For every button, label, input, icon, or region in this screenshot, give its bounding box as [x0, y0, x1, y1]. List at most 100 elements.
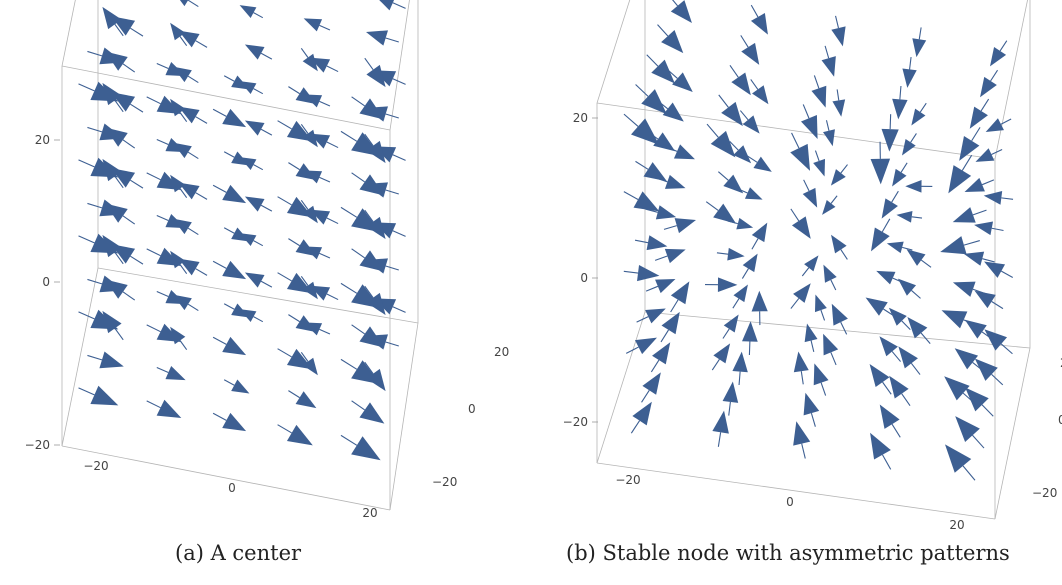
x-tick-label: 20	[362, 506, 377, 520]
vector-arrow	[954, 348, 985, 373]
vector-arrow	[705, 201, 737, 224]
vector-arrow	[905, 180, 933, 193]
vector-arrow	[804, 323, 818, 352]
vector-arrow	[623, 113, 660, 145]
box-edge	[644, 311, 1031, 349]
vector-arrow	[223, 303, 250, 318]
vector-arrow	[146, 323, 182, 342]
vector-arrow	[178, 30, 208, 48]
vector-arrow	[952, 207, 987, 223]
vector-arrow	[711, 343, 731, 371]
vector-arrow	[288, 162, 317, 181]
y-tick-label: 0	[468, 402, 476, 416]
vector-arrow	[654, 248, 686, 264]
vector-arrow	[156, 213, 186, 229]
box-edge	[994, 0, 1028, 160]
vector-arrow	[87, 47, 124, 65]
vector-arrow	[823, 333, 839, 366]
vector-arrow	[712, 410, 729, 447]
vector-arrow	[178, 182, 208, 200]
vector-arrow	[964, 177, 995, 192]
vector-arrow	[964, 319, 994, 341]
vector-arrow	[803, 392, 820, 427]
vector-arrow	[244, 196, 273, 212]
vector-arrow	[974, 221, 1004, 236]
vector-arrow	[288, 238, 317, 257]
vector-arrow	[660, 311, 680, 343]
vector-arrow	[822, 195, 838, 215]
z-tick-label: 0	[42, 275, 50, 289]
vector-arrow	[750, 79, 769, 105]
vector-arrow	[277, 348, 313, 370]
vector-arrow	[351, 400, 385, 424]
vector-arrow	[892, 162, 908, 187]
vector-arrow	[212, 184, 247, 204]
vector-arrow	[821, 45, 836, 77]
vector-arrow	[907, 316, 931, 345]
z-tick-label: 20	[35, 133, 50, 147]
vector-arrow	[912, 27, 927, 58]
vector-arrow	[178, 258, 208, 276]
vector-arrow	[239, 5, 264, 19]
vector-arrow	[146, 95, 182, 114]
x-tick-label: 20	[949, 518, 964, 532]
vector-arrow	[277, 196, 313, 218]
caption-b: (b) Stable node with asymmetric patterns	[566, 541, 1010, 565]
box-edge	[596, 462, 996, 520]
vector-arrow	[623, 264, 660, 282]
vector-arrow	[635, 160, 667, 182]
vector-arrow	[823, 120, 835, 147]
vector-arrow	[636, 308, 666, 324]
vector-arrow	[303, 18, 331, 32]
y-tick-label: −20	[1032, 486, 1057, 500]
vector-arrow	[340, 434, 381, 461]
box-edge	[389, 322, 419, 511]
vector-arrow	[902, 56, 917, 88]
vector-arrow	[980, 69, 999, 98]
box-edge	[61, 267, 99, 447]
vector-arrow	[146, 171, 182, 190]
vector-arrow	[906, 249, 932, 268]
vector-arrow	[179, 0, 199, 8]
box-edge	[61, 65, 391, 131]
panel-b: −20 0 20 −20 0 20 −20 0 20 (b) Stable node with …	[540, 0, 1062, 585]
vector-arrow	[983, 191, 1014, 205]
vector-arrow	[879, 336, 901, 362]
vector-arrow	[831, 234, 848, 260]
vector-arrow	[945, 444, 976, 481]
vector-arrow	[212, 336, 247, 356]
vector-arrow	[870, 218, 891, 252]
vector-arrow	[78, 309, 119, 330]
vector-arrow	[146, 399, 182, 418]
vector-arrow	[178, 106, 208, 124]
vector-arrow	[78, 157, 119, 178]
x-tick-label: 0	[786, 495, 794, 509]
vector-arrow	[650, 342, 671, 373]
vector-arrow	[832, 89, 846, 117]
vector-arrow	[831, 303, 848, 335]
vector-arrow	[963, 251, 995, 266]
vector-arrow	[223, 227, 250, 242]
vector-arrow	[750, 4, 768, 35]
caption-a: (a) A center	[175, 541, 302, 565]
vector-arrow	[366, 30, 399, 46]
vector-arrow	[974, 358, 1004, 386]
vector-arrow	[881, 114, 899, 152]
vector-arrow	[717, 171, 744, 194]
vector-arrow	[948, 154, 973, 194]
vector-arrow	[801, 104, 818, 139]
vector-arrow	[351, 248, 385, 272]
vector-arrow	[722, 381, 739, 416]
vector-arrow	[646, 54, 675, 84]
vector-arrow	[811, 75, 827, 108]
vector-arrow	[944, 376, 977, 405]
y-tick-label: 20	[494, 345, 509, 359]
vector-arrow	[889, 375, 911, 407]
vector-arrow	[896, 210, 923, 223]
vector-arrow	[965, 387, 994, 417]
vector-arrow	[212, 260, 247, 280]
vector-arrow	[990, 40, 1008, 67]
vector-arrow	[984, 261, 1014, 278]
vector-arrow	[87, 351, 124, 369]
